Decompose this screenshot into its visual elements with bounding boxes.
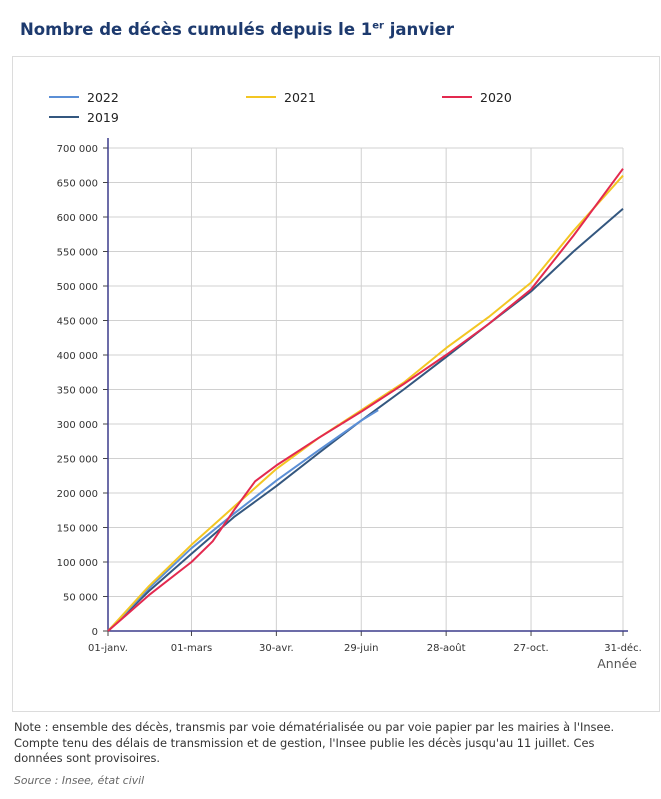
x-axis-title: Année bbox=[597, 656, 637, 671]
x-tick-label: 28-août bbox=[427, 642, 466, 654]
y-tick-label: 150 000 bbox=[57, 524, 98, 535]
series-line-2022 bbox=[107, 409, 379, 632]
y-tick-label: 200 000 bbox=[57, 489, 98, 500]
x-tick-label: 27-oct. bbox=[513, 643, 548, 654]
x-tick-label: 31-déc. bbox=[604, 642, 642, 654]
chart-title-main: Nombre de décès cumulés depuis le 1 bbox=[20, 20, 373, 39]
y-tick-label: 400 000 bbox=[57, 351, 98, 362]
x-tick-label: 29-juin bbox=[344, 643, 379, 654]
chart-panel: 0 50 000 100 000 150 000 200 000 250 000 300 0… bbox=[12, 56, 660, 712]
x-tick-label: 01-mars bbox=[171, 643, 213, 654]
y-tick-label: 500 000 bbox=[57, 282, 98, 293]
y-tick-label: 0 bbox=[92, 627, 98, 638]
chart-title: Nombre de décès cumulés depuis le 1er ja… bbox=[20, 20, 454, 39]
y-tick-label: 700 000 bbox=[57, 144, 98, 155]
series-line-2020 bbox=[107, 168, 624, 632]
legend-label-2021: 2021 bbox=[284, 90, 316, 105]
chart-note: Note : ensemble des décès, transmis par … bbox=[14, 720, 615, 765]
y-tick-label: 450 000 bbox=[57, 317, 98, 328]
x-tick-label: 01-janv. bbox=[88, 643, 128, 654]
chart-title-sup: er bbox=[372, 20, 384, 32]
y-tick-label: 50 000 bbox=[63, 593, 98, 604]
y-tick-label: 100 000 bbox=[57, 558, 98, 569]
y-tick-label: 650 000 bbox=[57, 179, 98, 190]
legend-label-2020: 2020 bbox=[480, 90, 512, 105]
legend-label-2022: 2022 bbox=[87, 90, 119, 105]
y-tick-label: 250 000 bbox=[57, 455, 98, 466]
chart-title-end: janvier bbox=[383, 20, 454, 39]
series-line-2021 bbox=[107, 174, 624, 632]
legend-label-2019: 2019 bbox=[87, 110, 119, 125]
line-chart: 0 50 000 100 000 150 000 200 000 250 000 300 0… bbox=[49, 90, 642, 671]
y-tick-label: 350 000 bbox=[57, 386, 98, 397]
y-tick-label: 600 000 bbox=[57, 213, 98, 224]
x-tick-label: 30-avr. bbox=[259, 643, 294, 654]
chart-source: Source : Insee, état civil bbox=[14, 774, 145, 787]
y-tick-label: 300 000 bbox=[57, 420, 98, 431]
y-tick-label: 550 000 bbox=[57, 248, 98, 259]
